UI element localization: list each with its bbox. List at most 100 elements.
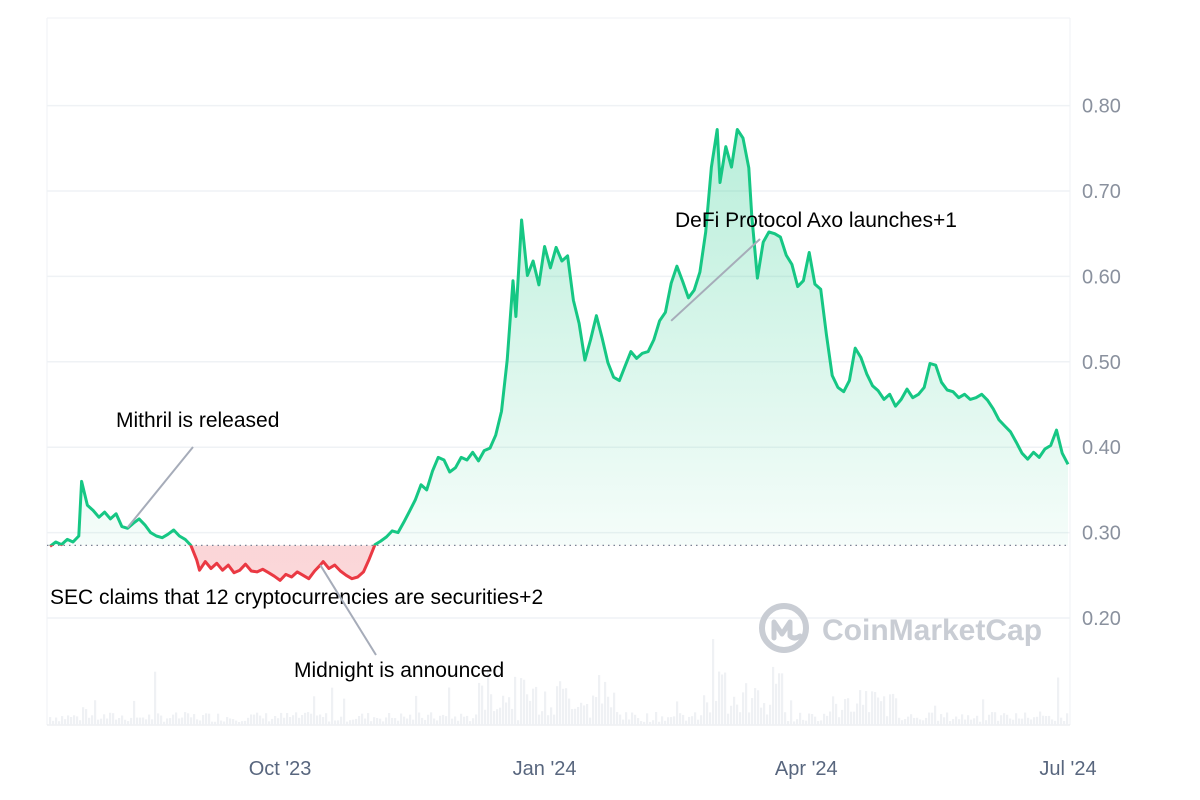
volume-bar xyxy=(511,708,514,725)
volume-bar xyxy=(865,691,868,725)
volume-bar xyxy=(64,719,67,725)
volume-bar xyxy=(988,714,991,725)
volume-bar xyxy=(904,719,907,725)
volume-bar xyxy=(502,695,505,725)
volume-bar xyxy=(715,700,718,725)
volume-bar xyxy=(175,712,178,725)
annotation-label[interactable]: SEC claims that 12 cryptocurrencies are … xyxy=(50,586,543,609)
volume-bar xyxy=(1009,718,1012,725)
volume-bar xyxy=(79,720,82,725)
volume-bar xyxy=(256,712,259,725)
volume-bar xyxy=(250,714,253,725)
volume-bar xyxy=(190,717,193,725)
volume-bar xyxy=(352,719,355,725)
volume-bar xyxy=(811,713,814,725)
volume-bar xyxy=(463,716,466,725)
volume-bar xyxy=(298,717,301,725)
volume-bar xyxy=(598,675,601,725)
volume-bar xyxy=(853,711,856,725)
volume-bar xyxy=(679,713,682,725)
volume-bar xyxy=(196,719,199,725)
volume-bar xyxy=(289,717,292,725)
volume-bar xyxy=(124,719,127,725)
volume-bar xyxy=(205,713,208,725)
volume-bar xyxy=(784,712,787,725)
volume-bar xyxy=(235,720,238,725)
y-tick-label: 0.70 xyxy=(1082,181,1121,203)
volume-bar xyxy=(592,695,595,725)
volume-bar xyxy=(562,688,565,725)
volume-bar xyxy=(628,719,631,725)
price-areas xyxy=(50,129,1068,581)
volume-bar xyxy=(736,704,739,725)
volume-bar xyxy=(823,713,826,725)
volume-bar xyxy=(385,717,388,725)
volume-bar xyxy=(277,718,280,725)
volume-bar xyxy=(241,721,244,725)
annotation-label[interactable]: Midnight is announced xyxy=(294,659,504,682)
volume-bar xyxy=(685,720,688,725)
volume-bar xyxy=(913,717,916,725)
volume-bar xyxy=(985,720,988,725)
volume-bar xyxy=(640,721,643,725)
price-line-down[interactable] xyxy=(49,130,1068,582)
volume-bar xyxy=(724,672,727,725)
volume-bar xyxy=(355,718,358,725)
volume-bar xyxy=(568,698,571,725)
y-axis: 0.20 0.30 0.40 0.50 0.60 0.70 0.80 xyxy=(1082,96,1121,630)
volume-bar xyxy=(664,720,667,725)
volume-bar xyxy=(70,717,73,725)
watermark-text: CoinMarketCap xyxy=(822,614,1042,647)
price-lines[interactable] xyxy=(49,128,1070,582)
volume-bar xyxy=(694,712,697,725)
volume-bar xyxy=(1054,720,1057,725)
volume-bar xyxy=(547,715,550,725)
volume-bar xyxy=(541,711,544,725)
volume-bar xyxy=(151,719,154,725)
volume-bar xyxy=(610,707,613,725)
volume-bar xyxy=(862,704,865,725)
volume-bar xyxy=(652,720,655,725)
volume-bar xyxy=(805,720,808,725)
volume-bar xyxy=(970,719,973,725)
volume-bar xyxy=(484,709,487,725)
volume-bar xyxy=(973,718,976,725)
volume-bar xyxy=(676,701,679,725)
volume-bar xyxy=(577,707,580,725)
volume-bar xyxy=(880,701,883,725)
volume-bar xyxy=(940,714,943,725)
volume-bar xyxy=(121,715,124,725)
volume-bar xyxy=(841,709,844,725)
volume-bar xyxy=(829,711,832,725)
volume-bar xyxy=(367,713,370,725)
x-tick-label: Oct '23 xyxy=(249,758,312,780)
volume-bar xyxy=(52,720,55,725)
volume-bar xyxy=(595,696,598,725)
y-tick-label: 0.20 xyxy=(1082,608,1121,630)
annotation-label[interactable]: Mithril is released xyxy=(116,409,279,432)
volume-bar xyxy=(976,715,979,725)
volume-bar xyxy=(832,696,835,725)
volume-bar xyxy=(214,721,217,725)
volume-bar xyxy=(955,716,958,725)
volume-bar xyxy=(454,716,457,725)
volume-bar xyxy=(433,718,436,725)
volume-bar xyxy=(436,720,439,725)
volume-bar xyxy=(727,713,730,725)
volume-bar xyxy=(637,718,640,725)
volume-bar xyxy=(661,716,664,725)
volume-bar xyxy=(325,713,328,725)
volume-bar xyxy=(643,721,646,725)
volume-bar xyxy=(859,690,862,725)
volume-bar xyxy=(115,719,118,725)
volume-bar xyxy=(442,714,445,725)
volume-bar xyxy=(361,713,364,725)
price-line-up[interactable] xyxy=(49,128,1070,581)
volume-bar xyxy=(757,690,760,725)
volume-bar xyxy=(148,714,151,725)
volume-bar xyxy=(451,718,454,725)
volume-bar xyxy=(469,721,472,725)
volume-bar xyxy=(910,714,913,725)
annotation-label[interactable]: DeFi Protocol Axo launches+1 xyxy=(675,209,957,232)
